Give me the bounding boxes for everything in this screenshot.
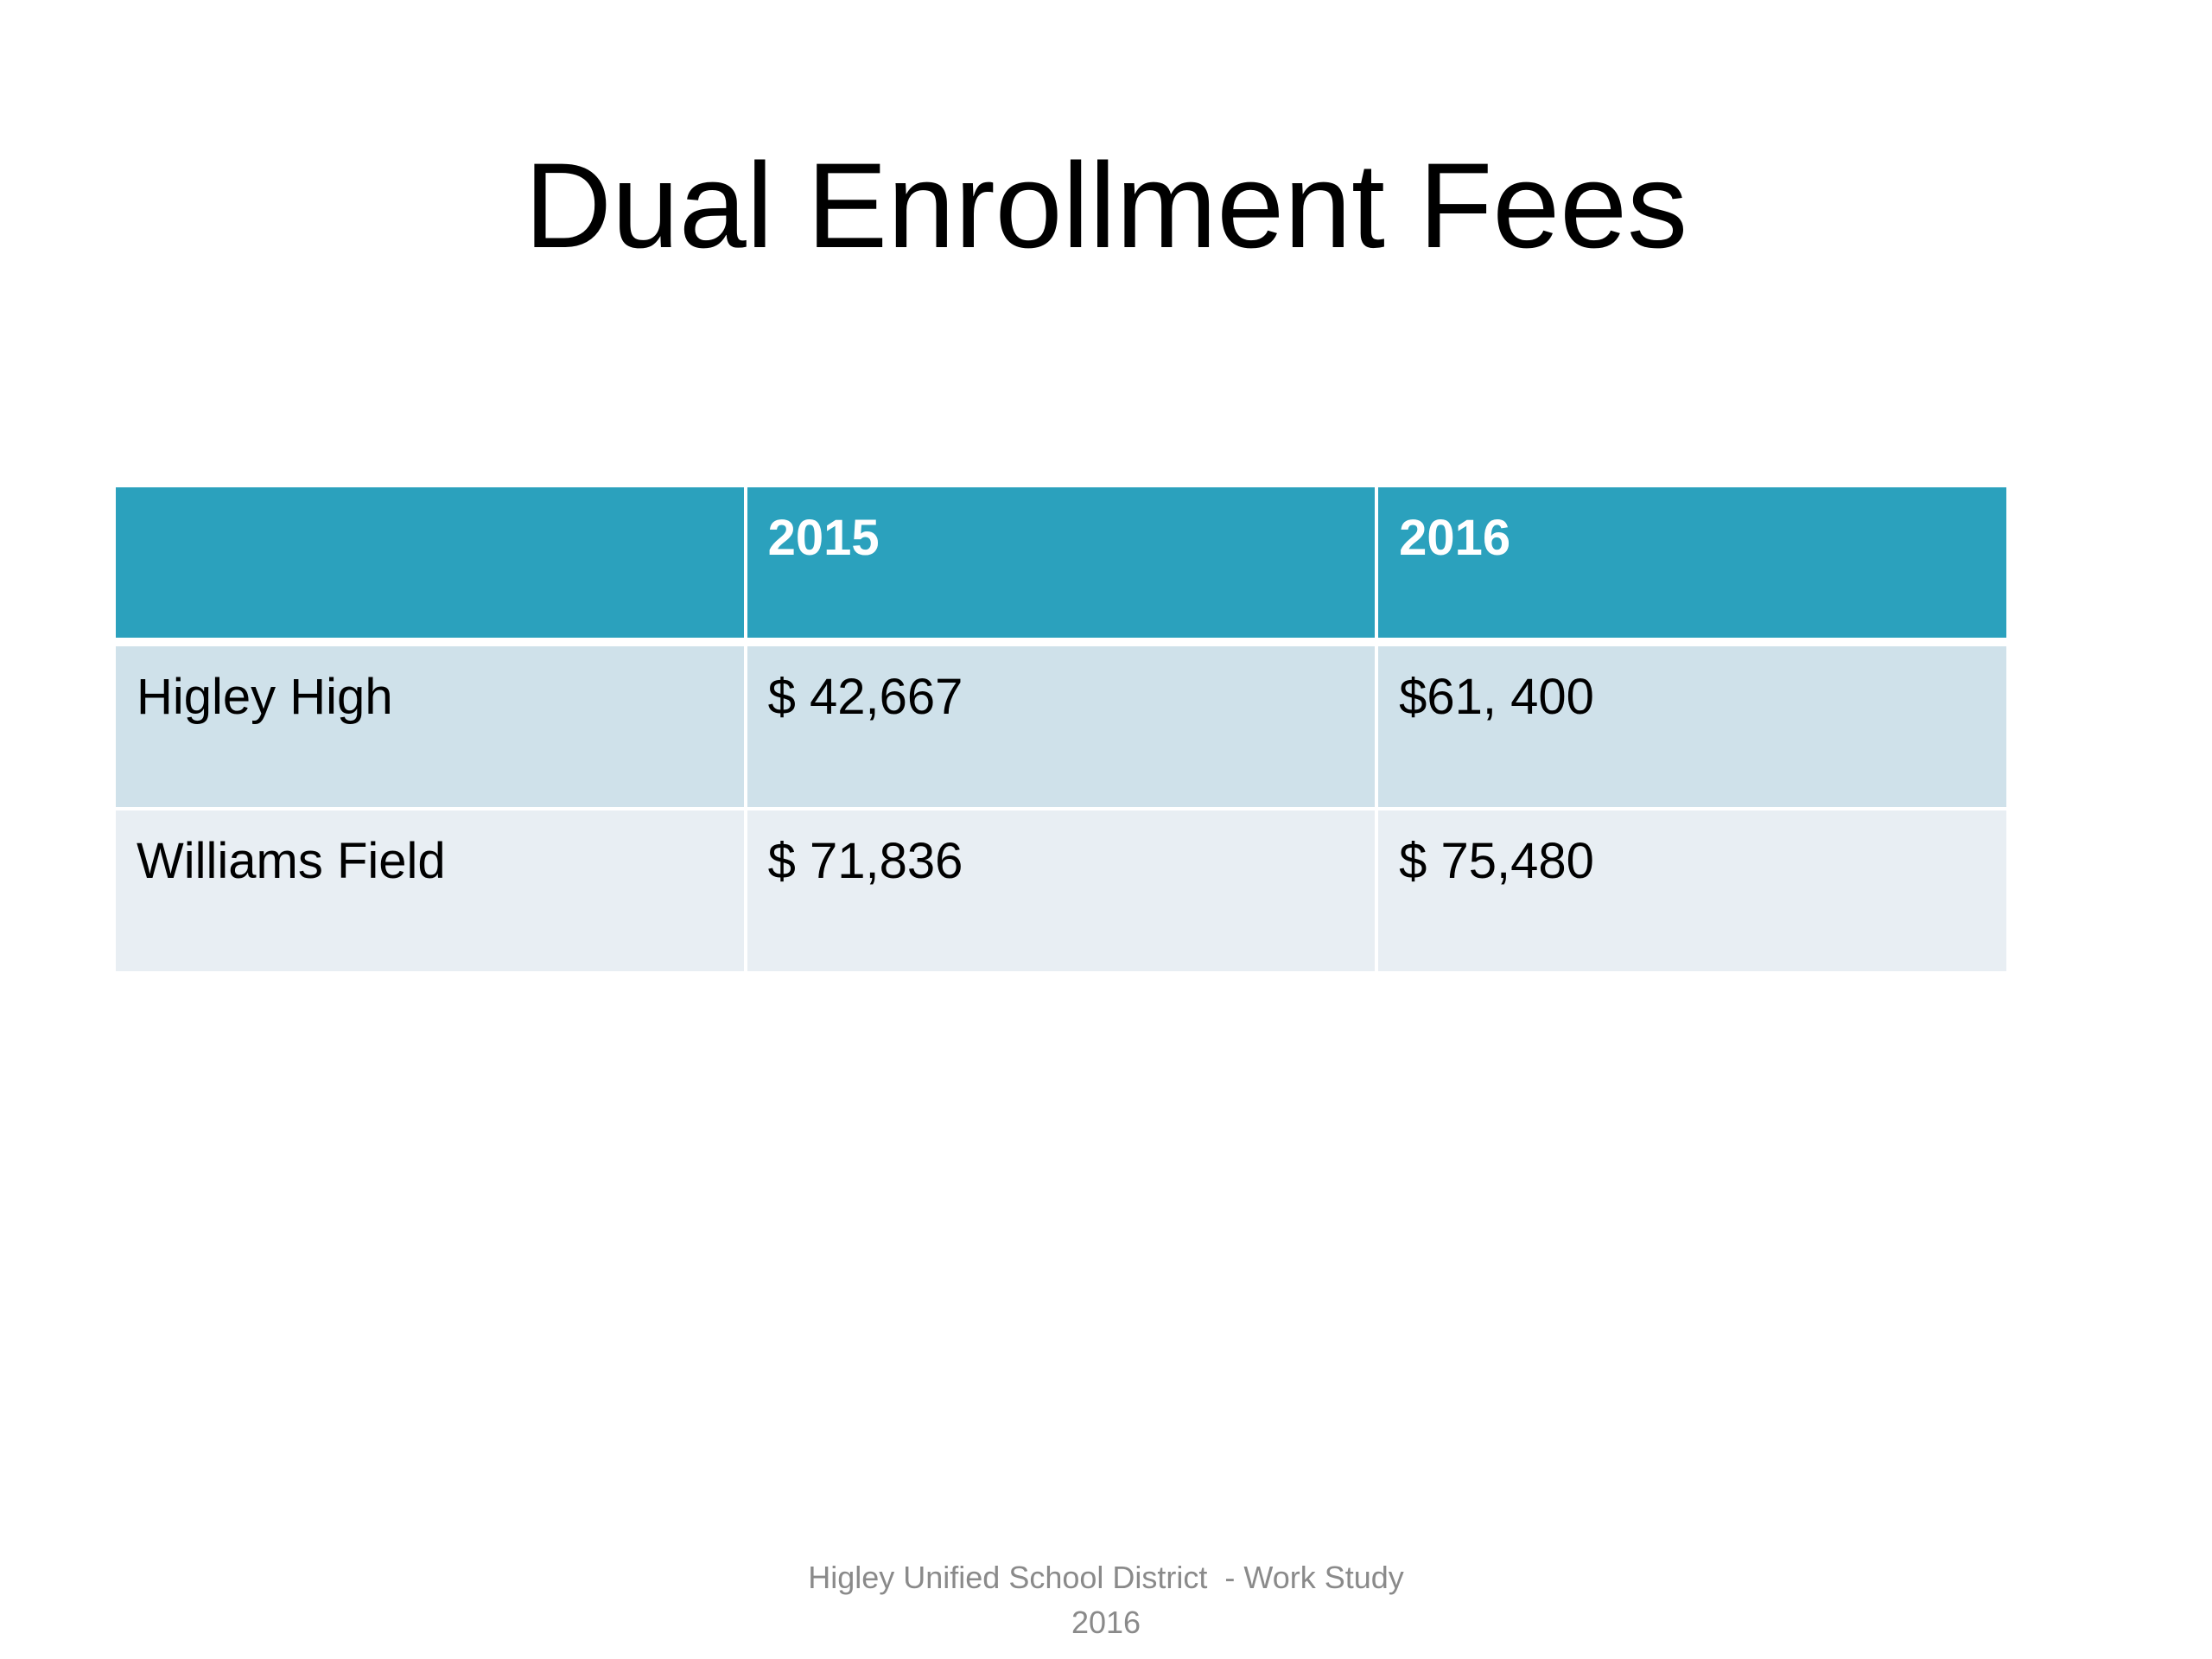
slide-title: Dual Enrollment Fees (524, 137, 1688, 273)
column-header-2015: 2015 (743, 484, 1379, 646)
table-row: Higley High $ 42,667 $61, 400 (112, 640, 2010, 810)
footer-line-2: 2016 (1071, 1605, 1141, 1640)
cell-williams-field-2015: $ 71,836 (743, 807, 1379, 975)
table-header-row: 2015 2016 (112, 484, 2010, 646)
slide-footer: Higley Unified School District - Work St… (0, 1555, 2212, 1645)
row-label-williams-field: Williams Field (112, 807, 747, 975)
cell-higley-high-2015: $ 42,667 (743, 640, 1379, 810)
footer-line-1: Higley Unified School District - Work St… (808, 1560, 1404, 1595)
column-header-empty (112, 484, 747, 646)
cell-higley-high-2016: $61, 400 (1375, 640, 2010, 810)
column-header-2016: 2016 (1375, 484, 2010, 646)
table-row: Williams Field $ 71,836 $ 75,480 (112, 807, 2010, 975)
cell-williams-field-2016: $ 75,480 (1375, 807, 2010, 975)
fees-table: 2015 2016 Higley High $ 42,667 $61, 400 … (112, 484, 2010, 975)
row-label-higley-high: Higley High (112, 640, 747, 810)
